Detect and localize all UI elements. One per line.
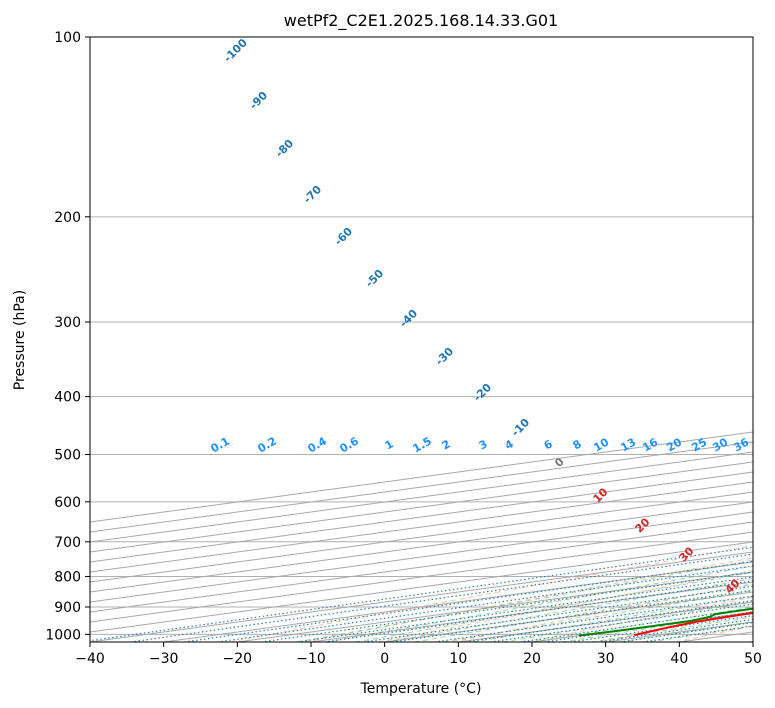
isotherm-line bbox=[90, 501, 753, 593]
isotherm-line bbox=[531, 611, 753, 642]
moist-adiabat-label: -10 bbox=[509, 416, 532, 439]
y-tick-label: 700 bbox=[54, 535, 81, 551]
y-tick-label: 100 bbox=[54, 30, 81, 46]
y-tick-label: 800 bbox=[54, 569, 81, 585]
moist-adiabat-line bbox=[325, 565, 753, 642]
moist-adiabat-label: -40 bbox=[397, 307, 420, 330]
y-tick-label: 300 bbox=[54, 315, 81, 331]
moist-adiabat-line bbox=[531, 606, 753, 642]
x-tick-label: 10 bbox=[449, 651, 467, 667]
dry-adiabat-line bbox=[526, 596, 753, 642]
moist-adiabat-label: -90 bbox=[247, 89, 270, 112]
mixing-ratio-label: 36 bbox=[731, 435, 751, 454]
background-lines bbox=[90, 37, 753, 642]
mixing-ratio-line bbox=[297, 576, 753, 642]
chart-title: wetPf2_C2E1.2025.168.14.33.G01 bbox=[284, 11, 558, 31]
isotherm-line bbox=[752, 641, 753, 642]
x-tick-label: −20 bbox=[223, 651, 253, 667]
y-tick-label: 600 bbox=[54, 495, 81, 511]
mixing-ratio-label: 6 bbox=[542, 437, 555, 452]
x-tick-label: 50 bbox=[744, 651, 762, 667]
moist-adiabat-line bbox=[384, 577, 753, 642]
isotherm-line bbox=[90, 451, 753, 543]
dry-adiabat-line bbox=[378, 570, 753, 642]
mixing-ratio-label: 1 bbox=[383, 437, 396, 452]
axis-ticks: −40 −30 −20 −10 0 10 20 30 40 5010020030040050060… bbox=[45, 30, 762, 667]
profile-lines bbox=[578, 607, 753, 637]
mixing-ratio-label: 0.6 bbox=[338, 434, 362, 455]
x-tick-label: 40 bbox=[670, 651, 688, 667]
mixing-ratio-label: 1.5 bbox=[411, 434, 434, 455]
dewpoint-line bbox=[578, 607, 753, 637]
mixing-ratio-label: 0.1 bbox=[209, 434, 232, 455]
moist-adiabat-line bbox=[620, 621, 753, 642]
y-tick-label: 200 bbox=[54, 210, 81, 226]
y-tick-label: 400 bbox=[54, 390, 81, 406]
y-tick-label: 500 bbox=[54, 448, 81, 464]
dry-adiabat-line bbox=[303, 557, 753, 642]
isotherm-line bbox=[90, 531, 753, 623]
moist-adiabat-label: -50 bbox=[363, 267, 386, 290]
moist-adiabat-label: -70 bbox=[301, 183, 324, 206]
dry-adiabat-label: 10 bbox=[591, 485, 611, 505]
mixing-ratio-label: 30 bbox=[710, 435, 730, 454]
mixing-ratio-label: 0.4 bbox=[306, 434, 330, 455]
y-axis-label: Pressure (hPa) bbox=[12, 290, 28, 390]
moist-adiabat-label: -30 bbox=[433, 345, 456, 368]
mixing-ratio-line bbox=[261, 571, 753, 642]
isotherm-line bbox=[90, 471, 753, 563]
y-tick-label: 1000 bbox=[45, 627, 81, 643]
mixing-ratio-label: 16 bbox=[640, 435, 660, 454]
x-tick-label: −30 bbox=[149, 651, 179, 667]
moist-adiabat-line bbox=[502, 601, 753, 642]
plot-frame bbox=[89, 36, 754, 643]
mixing-ratio-line bbox=[465, 600, 753, 642]
isotherm-line bbox=[90, 551, 753, 642]
moist-adiabat-line bbox=[355, 571, 753, 642]
isotherm-line bbox=[90, 461, 753, 553]
moist-adiabat-line bbox=[414, 584, 753, 642]
x-tick-label: 20 bbox=[523, 651, 541, 667]
mixing-ratio-line bbox=[363, 585, 753, 642]
isotherm-line bbox=[90, 541, 753, 633]
x-tick-label: −40 bbox=[75, 651, 105, 667]
isotherm-line bbox=[90, 511, 753, 603]
moist-adiabat-line bbox=[561, 611, 753, 642]
mixing-ratio-label: 4 bbox=[503, 437, 516, 452]
mixing-ratio-label: 2 bbox=[440, 437, 453, 452]
x-tick-label: −10 bbox=[296, 651, 326, 667]
moist-adiabat-label: -100 bbox=[221, 36, 250, 65]
mixing-ratio-label: 13 bbox=[618, 436, 638, 455]
isotherm-line bbox=[384, 591, 753, 642]
moist-adiabat-label: -20 bbox=[471, 381, 494, 404]
mixing-ratio-line bbox=[90, 546, 753, 642]
line-labels: 0.1 0.2 0.4 0.6 1 1.5 2 3 4 6 8 10 13 16 20 25 30 36-100-… bbox=[209, 36, 752, 597]
moist-adiabat-label: -60 bbox=[332, 225, 355, 248]
mixing-ratio-label: 0.2 bbox=[256, 434, 279, 455]
x-axis-label: Temperature (°C) bbox=[360, 681, 482, 697]
moist-adiabat-line bbox=[473, 595, 753, 642]
x-tick-label: 30 bbox=[597, 651, 615, 667]
mixing-ratio-label: 8 bbox=[571, 437, 584, 452]
y-tick-label: 900 bbox=[54, 600, 81, 616]
isotherm-line bbox=[310, 581, 753, 642]
mixing-ratio-label: 3 bbox=[477, 437, 490, 452]
isotherm-line bbox=[90, 491, 753, 583]
dry-adiabat-line bbox=[749, 640, 753, 642]
moist-adiabat-label: -80 bbox=[273, 137, 296, 160]
isotherm-line bbox=[90, 521, 753, 613]
x-tick-label: 0 bbox=[380, 651, 389, 667]
isotherm-line bbox=[90, 481, 753, 573]
mixing-ratio-line bbox=[324, 580, 753, 642]
moist-adiabat-line bbox=[649, 625, 753, 642]
